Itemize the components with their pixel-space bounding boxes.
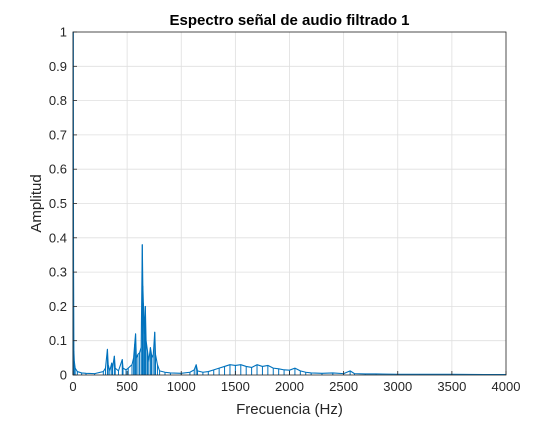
y-axis-label: Amplitud: [28, 174, 45, 232]
y-tick-label: 1: [60, 25, 67, 40]
y-tick-label: 0.3: [49, 265, 67, 280]
chart-title: Espectro señal de audio filtrado 1: [169, 12, 409, 29]
tick-layer: 0 500 1000 1500 2000 2500 3000 3500 4000 0 0.1 0.2 0…: [49, 25, 521, 395]
x-tick-label: 3000: [383, 379, 412, 394]
y-tick-label: 0.5: [49, 196, 67, 211]
x-axis-label: Frecuencia (Hz): [236, 401, 343, 418]
y-tick-label: 0.6: [49, 162, 67, 177]
y-tick-label: 0.9: [49, 59, 67, 74]
y-tick-label: 0: [60, 368, 67, 383]
x-tick-label: 2000: [275, 379, 304, 394]
x-tick-label: 1500: [221, 379, 250, 394]
y-tick-label: 0.2: [49, 299, 67, 314]
x-tick-label: 4000: [492, 379, 521, 394]
x-tick-label: 2500: [329, 379, 358, 394]
x-tick-label: 1000: [167, 379, 196, 394]
x-tick-label: 0: [69, 379, 76, 394]
x-tick-label: 3500: [437, 379, 466, 394]
y-tick-label: 0.7: [49, 127, 67, 142]
y-tick-label: 0.1: [49, 333, 67, 348]
x-tick-label: 500: [116, 379, 138, 394]
y-tick-label: 0.4: [49, 230, 67, 245]
y-tick-label: 0.8: [49, 93, 67, 108]
